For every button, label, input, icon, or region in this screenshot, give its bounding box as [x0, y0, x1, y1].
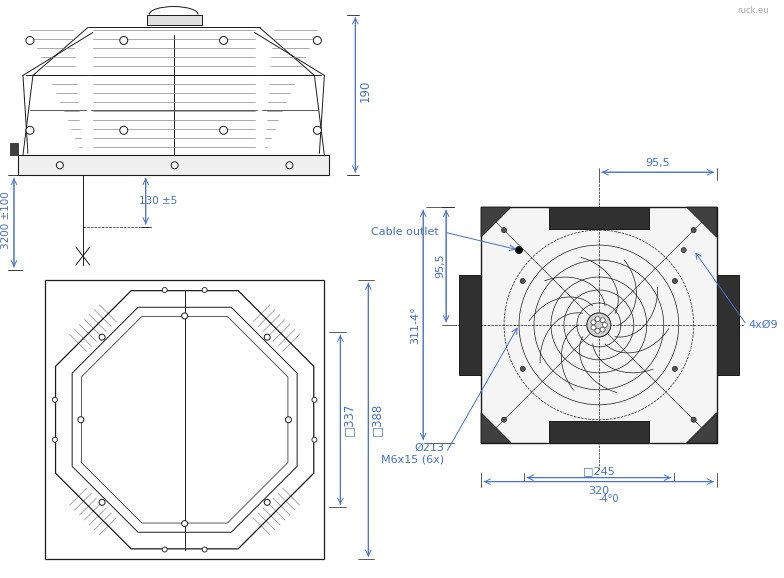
Circle shape: [264, 334, 270, 340]
Circle shape: [120, 127, 128, 134]
Polygon shape: [687, 413, 717, 443]
Circle shape: [26, 36, 34, 45]
Circle shape: [591, 325, 596, 330]
Circle shape: [312, 397, 317, 402]
Circle shape: [314, 36, 321, 45]
Circle shape: [99, 499, 105, 505]
Circle shape: [162, 547, 167, 552]
Circle shape: [673, 366, 677, 371]
Circle shape: [312, 437, 317, 442]
Circle shape: [600, 318, 605, 323]
Circle shape: [521, 366, 525, 371]
Circle shape: [53, 397, 57, 402]
Circle shape: [99, 334, 105, 340]
Bar: [10, 143, 18, 155]
Text: 3200 ±100: 3200 ±100: [1, 191, 11, 249]
Circle shape: [681, 247, 686, 253]
Bar: [147, 14, 201, 24]
Text: 311-4°: 311-4°: [410, 306, 420, 344]
Circle shape: [182, 313, 187, 319]
Circle shape: [26, 127, 34, 134]
Text: M6x15 (6x): M6x15 (6x): [381, 455, 445, 465]
Circle shape: [502, 228, 506, 232]
Text: Ø213: Ø213: [414, 443, 445, 453]
Text: □337: □337: [342, 403, 355, 436]
Circle shape: [264, 499, 270, 505]
Text: 130 ±5: 130 ±5: [139, 196, 177, 206]
Circle shape: [286, 162, 293, 169]
Bar: [481, 207, 717, 443]
Text: -4°0: -4°0: [599, 494, 619, 503]
Text: 190: 190: [359, 79, 372, 102]
Circle shape: [171, 162, 178, 169]
Circle shape: [673, 279, 677, 284]
Circle shape: [602, 323, 608, 327]
Text: 95,5: 95,5: [645, 158, 670, 168]
Circle shape: [600, 327, 605, 332]
Circle shape: [162, 287, 167, 292]
Circle shape: [56, 162, 64, 169]
Circle shape: [591, 320, 596, 325]
Circle shape: [182, 521, 187, 527]
Circle shape: [502, 417, 506, 423]
Circle shape: [516, 247, 522, 254]
Circle shape: [595, 317, 600, 321]
Circle shape: [285, 417, 292, 423]
Text: □245: □245: [583, 466, 615, 477]
Circle shape: [78, 417, 84, 423]
Circle shape: [202, 287, 207, 292]
Circle shape: [691, 417, 696, 423]
Text: ruck.eu: ruck.eu: [737, 6, 768, 14]
Text: 95,5: 95,5: [435, 254, 445, 279]
Text: 4xØ9: 4xØ9: [749, 320, 779, 330]
Text: 320: 320: [588, 486, 609, 495]
Circle shape: [314, 127, 321, 134]
Bar: [549, 207, 649, 229]
Circle shape: [202, 547, 207, 552]
Circle shape: [595, 328, 600, 334]
Bar: [45, 280, 325, 560]
Circle shape: [220, 36, 227, 45]
Circle shape: [53, 437, 57, 442]
Polygon shape: [481, 413, 511, 443]
Text: □388: □388: [370, 403, 383, 436]
Circle shape: [521, 279, 525, 284]
Circle shape: [587, 313, 611, 337]
Bar: [549, 421, 649, 443]
Polygon shape: [687, 207, 717, 237]
Text: Cable outlet: Cable outlet: [372, 227, 439, 237]
Circle shape: [120, 36, 128, 45]
Bar: [717, 275, 739, 375]
Bar: [459, 275, 481, 375]
Circle shape: [691, 228, 696, 232]
Bar: [18, 155, 329, 175]
Polygon shape: [481, 207, 511, 237]
Circle shape: [220, 127, 227, 134]
